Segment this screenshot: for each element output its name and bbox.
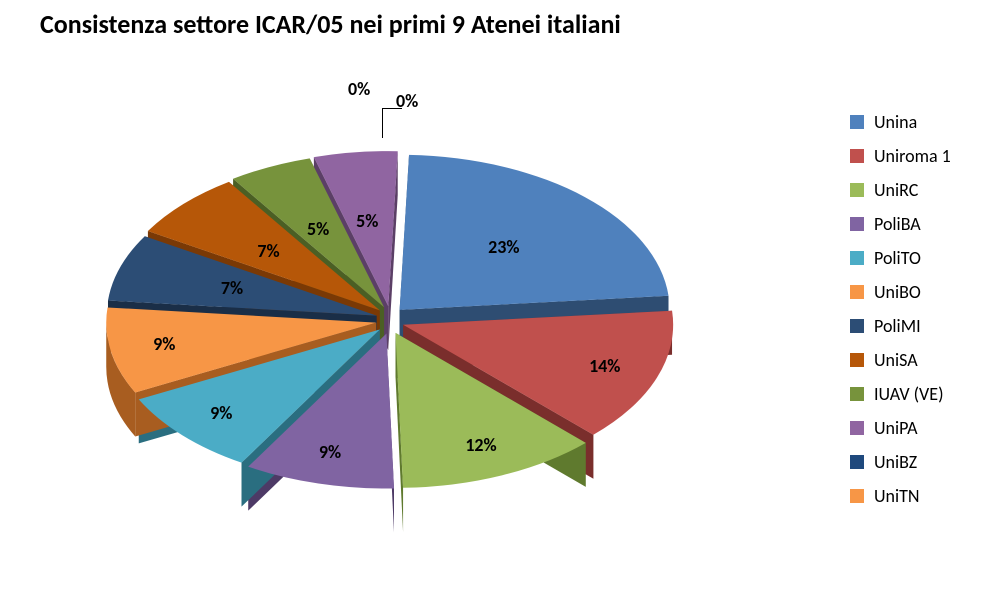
slice-label: 7% — [257, 240, 279, 262]
slice-label: 5% — [356, 210, 378, 232]
legend-swatch — [850, 489, 864, 503]
legend-label: UniTN — [874, 485, 920, 507]
legend-item: UniRC — [850, 173, 990, 207]
slice-label: 12% — [465, 434, 496, 456]
legend-swatch — [850, 149, 864, 163]
legend-item: IUAV (VE) — [850, 377, 990, 411]
pie-chart — [20, 60, 760, 580]
legend-swatch — [850, 115, 864, 129]
legend-item: PoliTO — [850, 241, 990, 275]
pie-slice-top — [400, 155, 669, 310]
legend-swatch — [850, 217, 864, 231]
legend-swatch — [850, 353, 864, 367]
slice-label: 7% — [221, 277, 243, 299]
legend-label: UniSA — [874, 349, 918, 371]
legend-item: UniSA — [850, 343, 990, 377]
legend-label: UniRC — [874, 179, 918, 201]
pie-svg — [20, 60, 760, 580]
legend-item: UniTN — [850, 479, 990, 513]
legend-label: UniBZ — [874, 451, 917, 473]
legend-label: PoliMI — [874, 315, 921, 337]
slice-label: 0% — [348, 78, 370, 100]
legend-label: PoliBA — [874, 213, 921, 235]
slice-label: 9% — [153, 333, 175, 355]
legend-item: PoliMI — [850, 309, 990, 343]
legend-item: Uniroma 1 — [850, 139, 990, 173]
leader-line — [382, 108, 383, 138]
legend-item: PoliBA — [850, 207, 990, 241]
legend-label: Uniroma 1 — [874, 145, 951, 167]
slice-label: 14% — [589, 355, 620, 377]
chart-title: Consistenza settore ICAR/05 nei primi 9 … — [40, 8, 621, 40]
legend-item: Unina — [850, 105, 990, 139]
legend-label: UniBO — [874, 281, 921, 303]
legend-swatch — [850, 319, 864, 333]
chart-container: Consistenza settore ICAR/05 nei primi 9 … — [0, 0, 998, 593]
legend-label: IUAV (VE) — [874, 383, 944, 405]
legend-label: Unina — [874, 111, 917, 133]
legend-label: UniPA — [874, 417, 918, 439]
legend-swatch — [850, 455, 864, 469]
legend-item: UniPA — [850, 411, 990, 445]
leader-line — [382, 108, 402, 109]
legend-swatch — [850, 421, 864, 435]
legend-swatch — [850, 285, 864, 299]
legend-label: PoliTO — [874, 247, 921, 269]
legend-swatch — [850, 387, 864, 401]
legend-swatch — [850, 183, 864, 197]
slice-label: 9% — [319, 441, 341, 463]
slice-label: 9% — [210, 402, 232, 424]
legend-item: UniBZ — [850, 445, 990, 479]
legend-swatch — [850, 251, 864, 265]
legend: Unina Uniroma 1 UniRC PoliBA PoliTO UniBO Poli… — [850, 105, 990, 513]
slice-label: 23% — [488, 236, 519, 258]
slice-label: 5% — [307, 218, 329, 240]
legend-item: UniBO — [850, 275, 990, 309]
